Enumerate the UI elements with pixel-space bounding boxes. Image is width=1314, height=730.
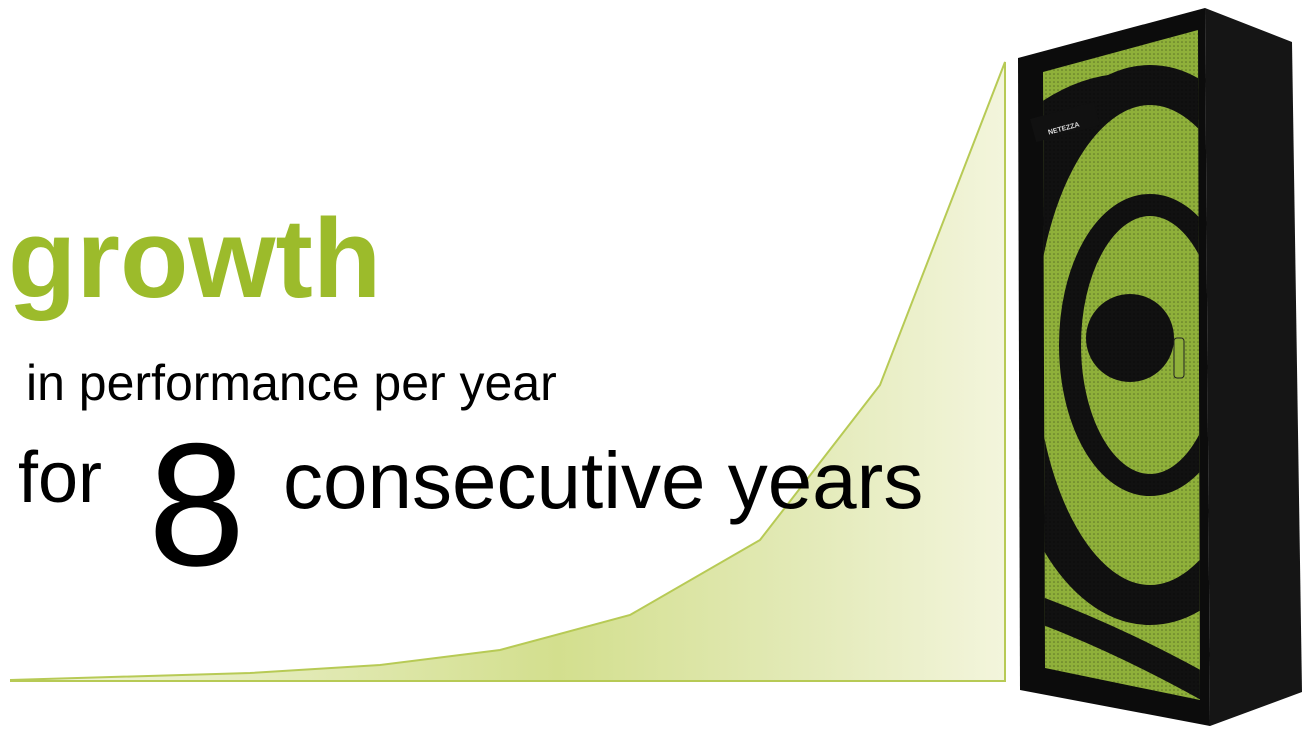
statement-prefix: for xyxy=(18,438,102,518)
headline: growth xyxy=(8,196,381,321)
server-rack: NETEZZA xyxy=(1018,8,1302,726)
statement-suffix: consecutive years xyxy=(283,436,923,525)
growth-area xyxy=(10,62,1005,682)
growth-curve xyxy=(9,61,1006,682)
subline: in performance per year xyxy=(26,355,557,411)
statement-number: 8 xyxy=(148,408,245,603)
